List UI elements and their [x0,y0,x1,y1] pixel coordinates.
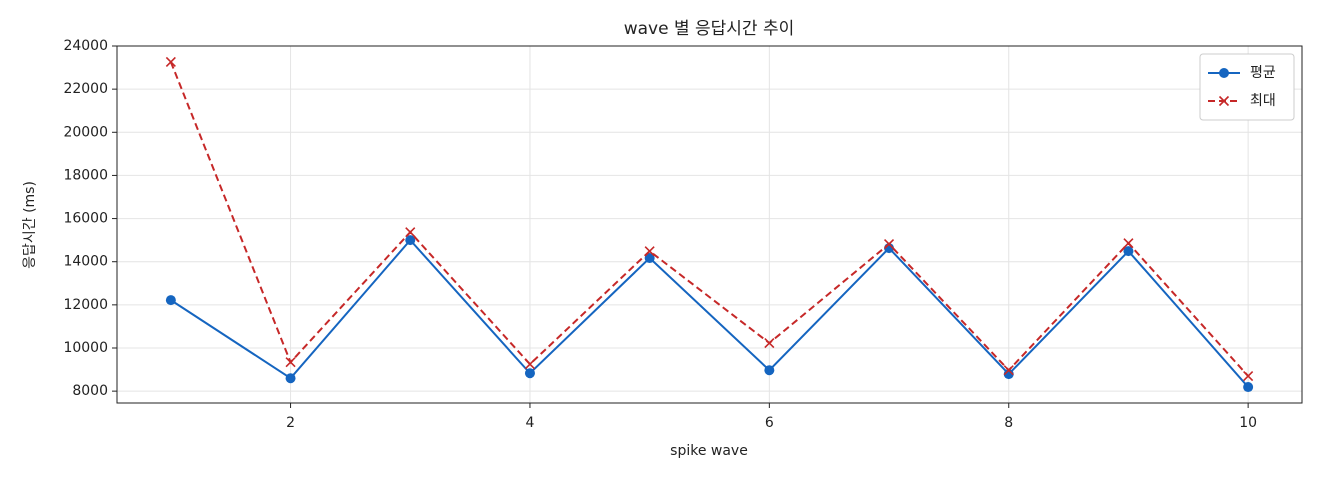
y-tick-label: 18000 [63,167,108,183]
y-tick-label: 16000 [63,211,108,227]
x-axis-label: spike wave [670,443,748,459]
y-tick-label: 22000 [63,81,108,97]
series-line [170,238,1249,388]
y-tick-label: 20000 [63,124,108,140]
marker [644,253,655,264]
y-tick-label: 14000 [63,254,108,270]
y-tick-label: 8000 [72,383,108,399]
series-line [169,61,1249,377]
y-tick-label: 24000 [63,38,108,54]
marker [1243,382,1254,393]
y-tick-label: 10000 [63,340,108,356]
marker [883,238,895,250]
marker [764,337,775,349]
x-tick-label: 6 [765,415,774,431]
y-tick-label: 12000 [63,297,108,313]
marker [1123,246,1134,257]
x-tick-label: 8 [1004,415,1013,431]
y-axis-label: 응답시간 (ms) [22,181,38,269]
legend-marker [1218,95,1230,107]
chart-title: wave 별 응답시간 추이 [624,19,795,39]
x-tick-label: 4 [525,415,534,431]
marker [524,359,536,370]
legend-marker [1219,68,1229,78]
legend-label: 평균 [1250,65,1276,81]
plot-frame [116,45,1303,404]
legend-box [1199,53,1295,121]
marker [764,365,775,376]
marker [1123,238,1134,249]
marker [405,235,416,246]
marker [285,373,296,384]
marker [165,56,176,68]
marker [524,368,535,379]
marker [405,227,416,238]
marker [1003,365,1014,376]
legend-label: 최대 [1250,93,1276,109]
marker [1243,370,1254,382]
marker [165,295,176,306]
marker [644,246,655,257]
marker [285,357,296,368]
x-tick-label: 2 [286,415,295,431]
x-tick-label: 10 [1239,415,1257,431]
